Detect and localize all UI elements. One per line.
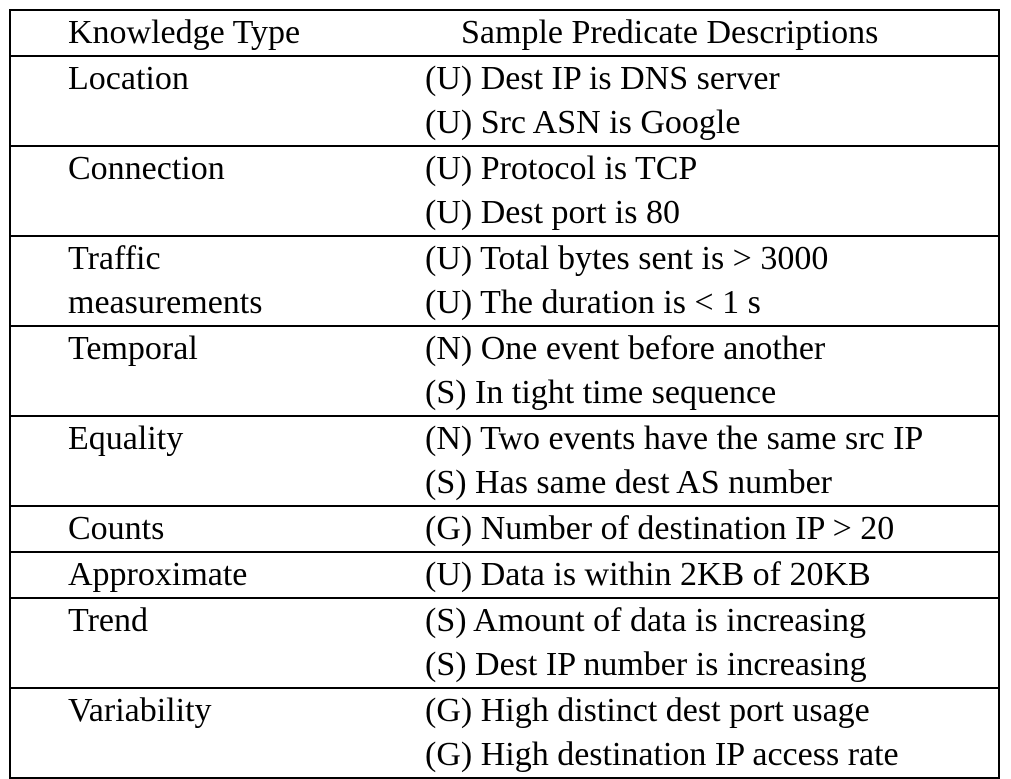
knowledge-type-cell: Temporal	[68, 327, 198, 371]
predicate-cell: (U) Protocol is TCP (U) Dest port is 80	[425, 147, 998, 235]
knowledge-type-cell: Connection	[68, 147, 225, 191]
predicate-description: (U) The duration is < 1 s	[425, 284, 761, 321]
predicate-description: (U) Data is within 2KB of 20KB	[425, 556, 871, 593]
predicate-description: (U) Dest port is 80	[425, 194, 680, 231]
predicate-description: (N) Two events have the same src IP	[425, 420, 924, 457]
table-row-approximate: Approximate (U) Data is within 2KB of 20…	[11, 553, 998, 599]
predicate-cell: (N) One event before another (S) In tigh…	[425, 327, 998, 415]
table-row-equality: Equality (N) Two events have the same sr…	[11, 417, 998, 507]
table-row-traffic-measurements: Traffic measurements (U) Total bytes sen…	[11, 237, 998, 327]
knowledge-type-cell: Approximate	[68, 553, 247, 597]
predicate-cell: (U) Dest IP is DNS server (U) Src ASN is…	[425, 57, 998, 145]
knowledge-type-cell: Variability	[68, 689, 212, 733]
predicate-description: (G) Number of destination IP > 20	[425, 510, 895, 547]
predicate-cell: (S) Amount of data is increasing (S) Des…	[425, 599, 998, 687]
knowledge-type-label: Equality	[68, 420, 184, 457]
table-row-counts: Counts (G) Number of destination IP > 20	[11, 507, 998, 553]
predicate-description: (U) Protocol is TCP	[425, 150, 698, 187]
knowledge-type-label: Connection	[68, 150, 225, 187]
knowledge-type-label: measurements	[68, 284, 263, 321]
knowledge-type-label: Temporal	[68, 330, 198, 367]
knowledge-type-cell: Location	[68, 57, 189, 101]
table-row-connection: Connection (U) Protocol is TCP (U) Dest …	[11, 147, 998, 237]
predicate-description: (U) Total bytes sent is > 3000	[425, 240, 829, 277]
knowledge-type-cell: Traffic measurements	[68, 237, 263, 325]
knowledge-type-label: Counts	[68, 510, 165, 547]
predicate-description: (N) One event before another	[425, 330, 826, 367]
table-header-row: Knowledge Type Sample Predicate Descript…	[11, 11, 998, 57]
predicate-cell: (U) Total bytes sent is > 3000 (U) The d…	[425, 237, 998, 325]
table-row-location: Location (U) Dest IP is DNS server (U) S…	[11, 57, 998, 147]
table-row-trend: Trend (S) Amount of data is increasing (…	[11, 599, 998, 689]
predicate-cell: (N) Two events have the same src IP (S) …	[425, 417, 998, 505]
predicate-description: (U) Src ASN is Google	[425, 104, 741, 141]
knowledge-type-cell: Counts	[68, 507, 164, 551]
predicate-cell: (G) Number of destination IP > 20	[425, 507, 998, 551]
knowledge-type-label: Variability	[68, 692, 212, 729]
knowledge-type-label: Trend	[68, 602, 148, 639]
predicate-cell: (U) Data is within 2KB of 20KB	[425, 553, 998, 597]
knowledge-type-label: Traffic	[68, 240, 161, 277]
predicate-description: (S) Dest IP number is increasing	[425, 646, 867, 683]
table-row-temporal: Temporal (N) One event before another (S…	[11, 327, 998, 417]
knowledge-type-cell: Trend	[68, 599, 148, 643]
knowledge-type-label: Location	[68, 60, 189, 97]
header-sample-predicates: Sample Predicate Descriptions	[461, 14, 879, 51]
table-row-variability: Variability (G) High distinct dest port …	[11, 689, 998, 777]
predicate-description: (S) Has same dest AS number	[425, 464, 833, 501]
knowledge-type-cell: Equality	[68, 417, 183, 461]
knowledge-type-label: Approximate	[68, 556, 248, 593]
predicate-cell: (G) High distinct dest port usage (G) Hi…	[425, 689, 998, 777]
predicate-description: (S) Amount of data is increasing	[425, 602, 866, 639]
knowledge-type-table: Knowledge Type Sample Predicate Descript…	[9, 9, 1000, 779]
predicate-description: (U) Dest IP is DNS server	[425, 60, 780, 97]
predicate-description: (S) In tight time sequence	[425, 374, 777, 411]
predicate-description: (G) High distinct dest port usage	[425, 692, 870, 729]
header-knowledge-type: Knowledge Type	[68, 14, 301, 51]
predicate-description: (G) High destination IP access rate	[425, 736, 899, 773]
